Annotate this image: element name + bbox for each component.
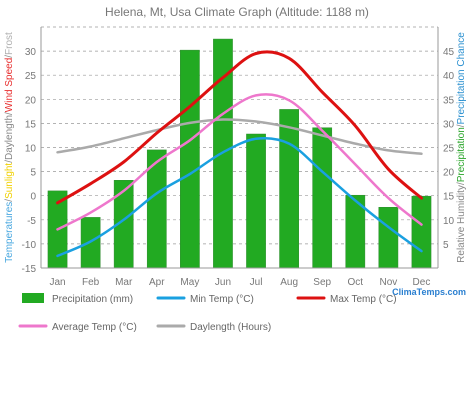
left-axis-label-part: Frost [4, 32, 15, 55]
legend-label: Precipitation (mm) [52, 294, 133, 305]
precipitation-bar [180, 49, 200, 269]
min-temp-line [56, 136, 423, 258]
left-tick-label: -10 [22, 240, 37, 251]
left-axis-label-part: / [4, 199, 15, 202]
left-tick-label: 10 [25, 144, 37, 155]
right-tick-label: 20 [443, 168, 455, 179]
x-tick-label: Nov [379, 277, 397, 288]
x-tick-label: Feb [82, 277, 100, 288]
max-temp-line [56, 50, 423, 205]
grid-layer [41, 26, 438, 245]
x-tick-label: Apr [149, 277, 165, 288]
legend-label: Min Temp (°C) [190, 294, 254, 305]
lines-layer [56, 50, 423, 258]
right-tick-label: 10 [443, 216, 455, 227]
legend-label: Daylength (Hours) [190, 322, 271, 333]
left-axis-label-part: / [4, 160, 15, 163]
right-axis-label-part: / [456, 124, 467, 127]
x-tick-label: Dec [413, 277, 431, 288]
right-axis-label-part: Precipitation Chance [456, 32, 467, 125]
right-axis-label-part: Precipitation [456, 127, 467, 182]
left-axis-label-part: Sunlight [4, 163, 15, 199]
left-tick-label: 0 [30, 192, 36, 203]
x-tick-label: Jan [49, 277, 65, 288]
legend-label: Average Temp (°C) [52, 322, 137, 333]
left-axis-label-part: / [4, 55, 15, 58]
left-tick-label: -15 [22, 264, 37, 275]
precipitation-bar [312, 127, 333, 269]
left-tick-label: 25 [25, 71, 37, 82]
legend-swatch-bar [22, 293, 44, 303]
x-tick-label: Mar [115, 277, 133, 288]
right-axis-label-part: Relative Humidity [456, 185, 467, 263]
legend: Precipitation (mm) Min Temp (°C) Max Temp … [18, 293, 397, 333]
right-tick-label: 15 [443, 192, 455, 203]
right-tick-label: 25 [443, 144, 455, 155]
left-axis-label-part: Wind Speed [4, 58, 15, 112]
left-axis-label: Temperatures/Sunlight/Daylength/Wind Spe… [4, 32, 15, 263]
x-tick-label: Sep [313, 277, 331, 288]
watermark: ClimaTemps.com [392, 287, 466, 297]
legend-label: Max Temp (°C) [330, 294, 397, 305]
left-tick-label: 20 [25, 95, 37, 106]
left-axis-label-part: Daylength [4, 115, 15, 160]
precipitation-bar [246, 133, 266, 269]
right-tick-label: 40 [443, 71, 455, 82]
left-axis-label-part: / [4, 112, 15, 115]
right-tick-label: 45 [443, 47, 455, 58]
left-tick-label: -5 [27, 216, 36, 227]
right-axis-label-part: / [456, 182, 467, 185]
axes-layer: -15 -10 -5 0 5 10 15 20 25 30 5 10 15 20 25 30 35 40 45 Jan… [4, 27, 467, 288]
left-tick-label: 30 [25, 47, 37, 58]
precipitation-bar [378, 207, 399, 269]
x-tick-label: Aug [280, 277, 298, 288]
right-axis-label: Relative Humidity/Precipitation/Precipit… [456, 32, 467, 263]
x-tick-label: Jul [250, 277, 263, 288]
average-temp-line [56, 93, 423, 231]
precipitation-bar [279, 109, 299, 269]
daylength-line [56, 118, 423, 156]
chart-title: Helena, Mt, Usa Climate Graph (Altitude:… [105, 5, 369, 19]
x-tick-label: Jun [215, 277, 231, 288]
right-tick-label: 5 [443, 240, 449, 251]
x-tick-label: Oct [348, 277, 364, 288]
precipitation-bar [411, 195, 432, 269]
x-tick-label: May [180, 277, 199, 288]
right-tick-label: 35 [443, 95, 455, 106]
left-tick-label: 15 [25, 119, 37, 130]
left-axis-label-part: Temperatures [4, 202, 15, 263]
right-tick-label: 30 [443, 119, 455, 130]
left-tick-label: 5 [30, 168, 36, 179]
